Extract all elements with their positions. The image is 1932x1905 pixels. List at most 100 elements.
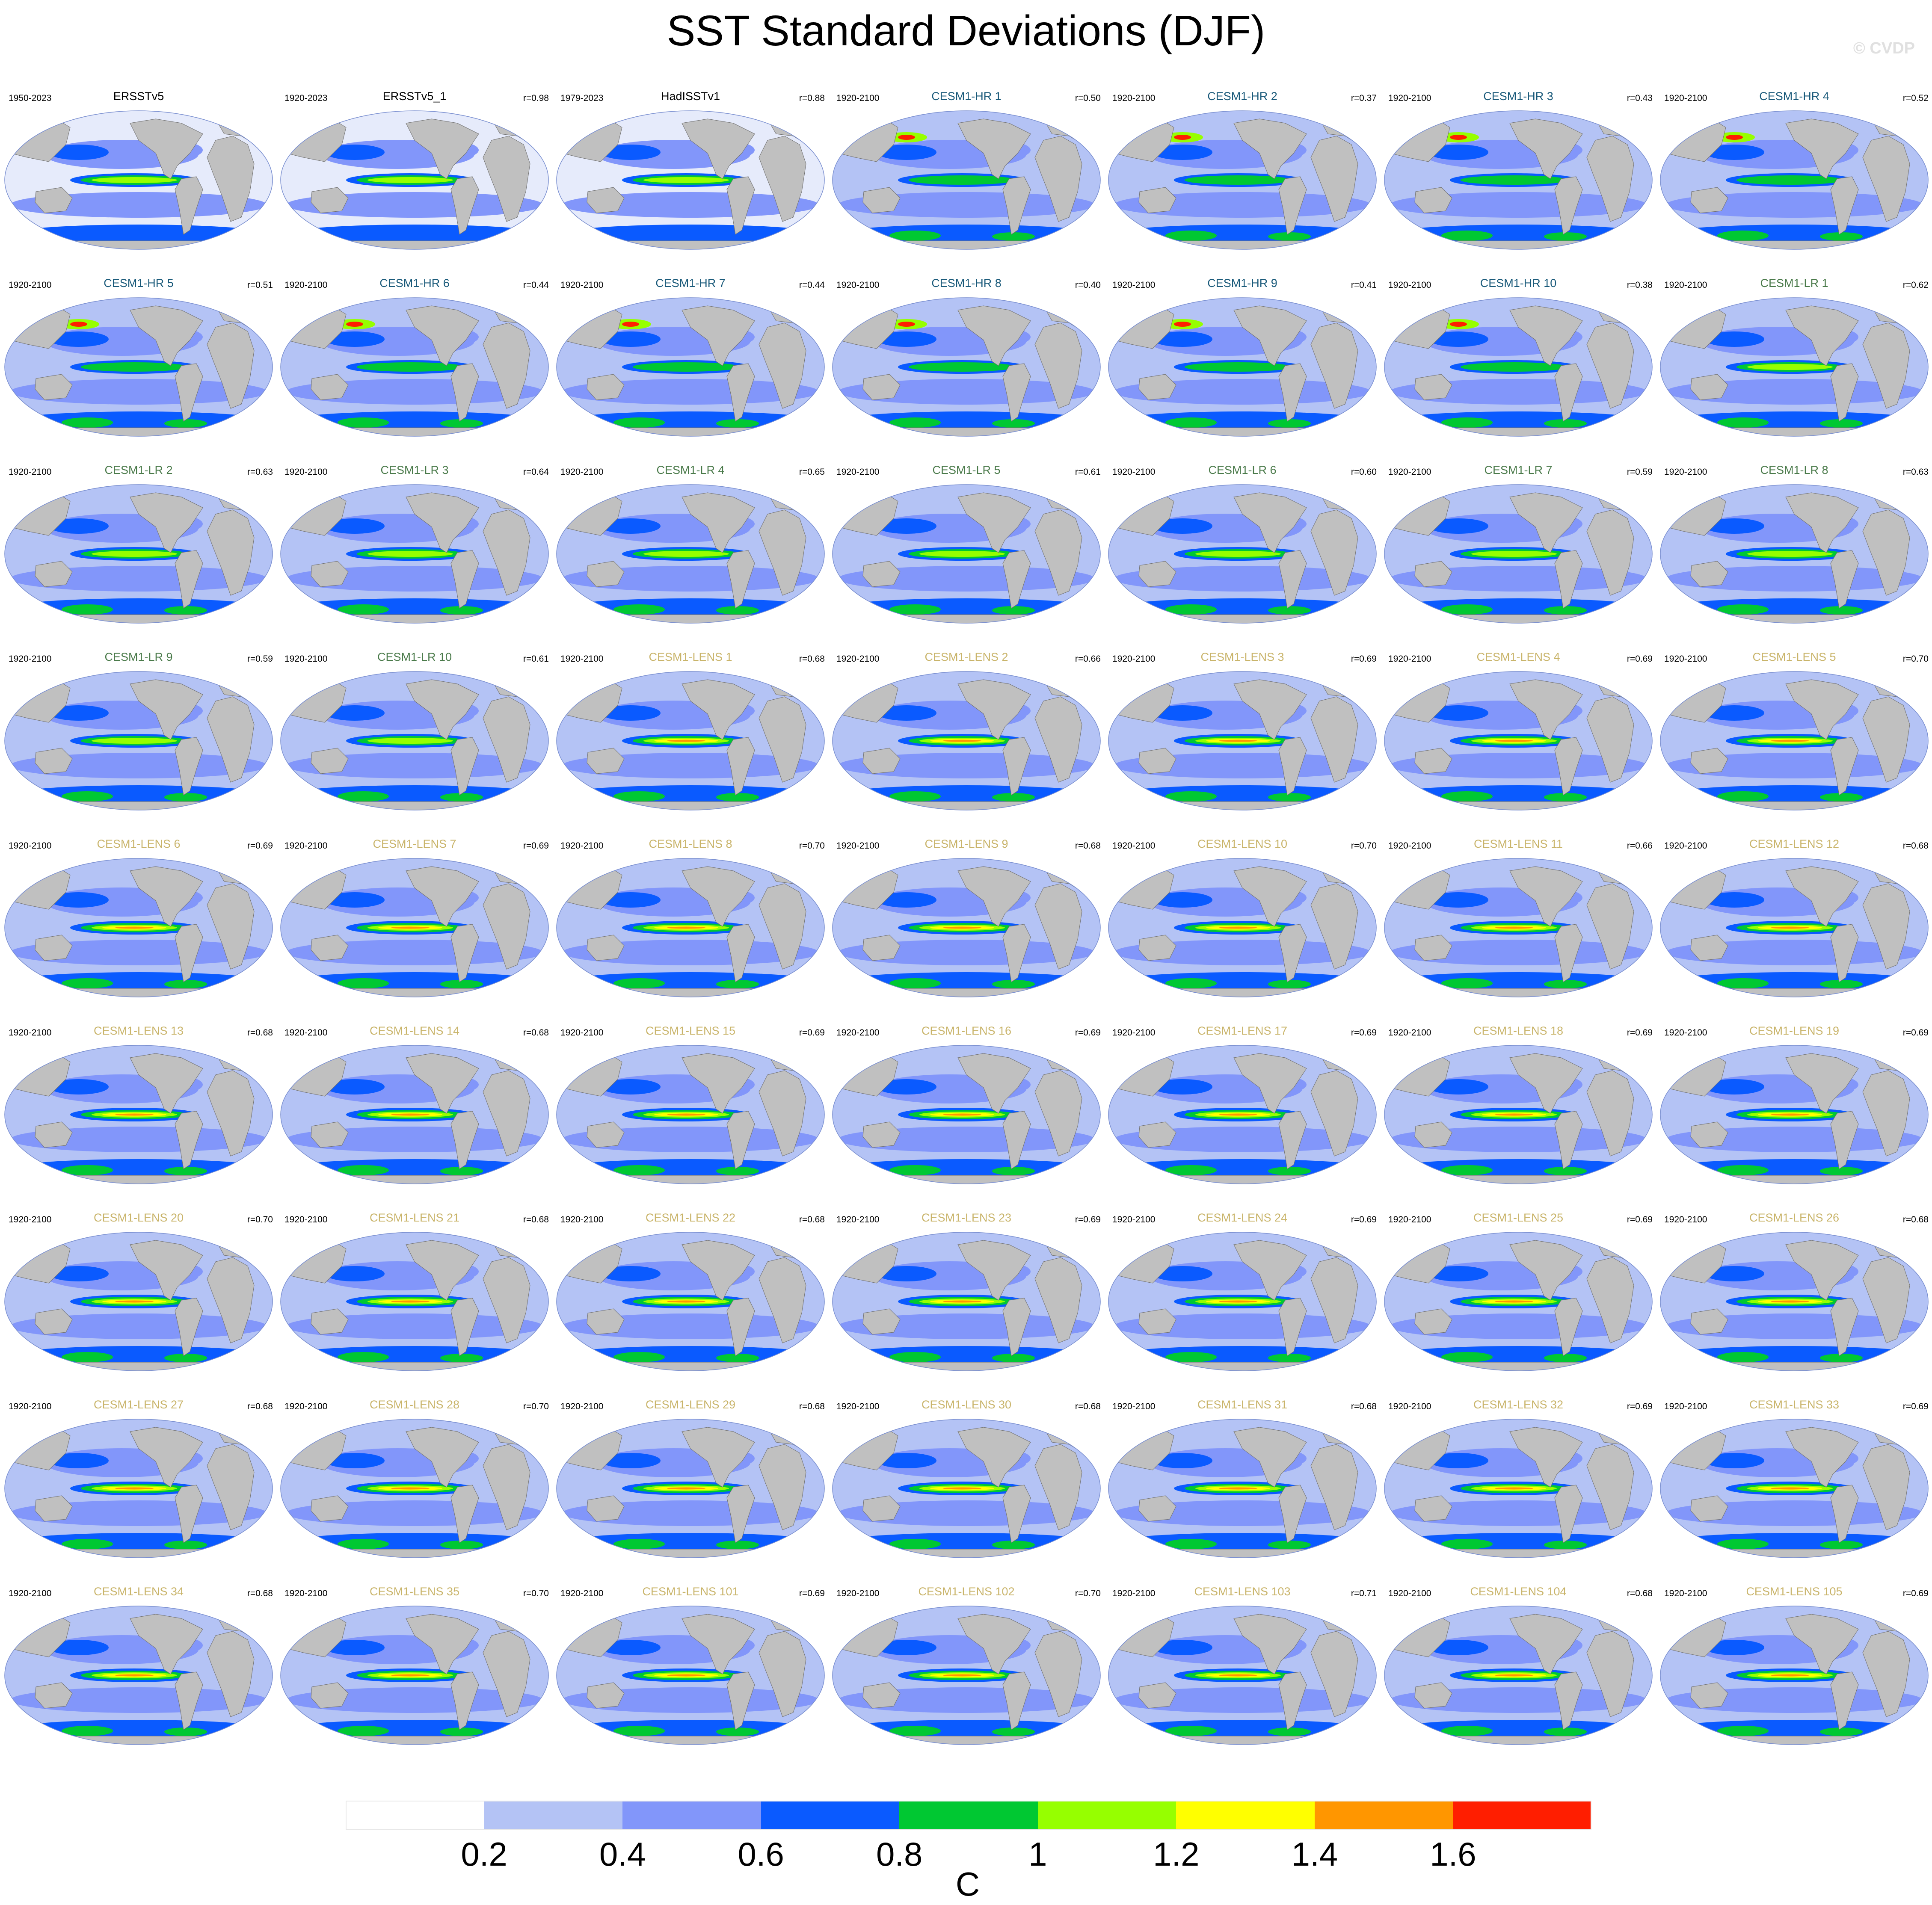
panel-years: 1920-2100 <box>560 1215 604 1225</box>
panel-years: 1920-2100 <box>1664 654 1707 664</box>
sst-std-map <box>556 1045 825 1184</box>
southern-ocean-hotspot <box>992 1728 1035 1736</box>
north-america-land <box>406 492 479 553</box>
map-outline <box>1384 1232 1653 1371</box>
enso-contour <box>357 362 464 372</box>
panel-years: 1920-2100 <box>284 1402 328 1411</box>
africa-land <box>759 1631 806 1717</box>
southern-ocean-hotspot <box>62 417 113 428</box>
map-field <box>833 298 1100 436</box>
australia-land <box>862 1682 901 1709</box>
panel-years: 1920-2100 <box>1664 1588 1707 1598</box>
southern-ocean-hotspot <box>992 1167 1035 1175</box>
panel-pattern-correlation: r=0.66 <box>1627 841 1653 851</box>
australia-land <box>1690 1682 1728 1709</box>
colorbar-tick-label: 1.6 <box>1430 1835 1476 1873</box>
map-field <box>281 111 548 249</box>
south-america-land <box>1002 363 1031 422</box>
australia-land <box>862 561 901 587</box>
panel-pattern-correlation: r=0.68 <box>1902 1215 1929 1225</box>
antarctica-land <box>1108 1736 1376 1745</box>
colorbar-tick-label: 0.8 <box>876 1835 923 1873</box>
antarctica-land <box>557 1549 824 1558</box>
southern-ocean-hotspot <box>992 1541 1035 1549</box>
kuroshio-region <box>877 1266 936 1281</box>
map-outline <box>1108 1232 1377 1371</box>
map-field <box>557 1232 824 1371</box>
southern-ocean-hotspot <box>716 1354 759 1362</box>
panel-pattern-correlation: r=0.52 <box>1902 93 1929 103</box>
sst-std-map <box>1660 671 1929 811</box>
sst-std-map <box>280 297 549 437</box>
panel-years: 1920-2100 <box>284 280 328 290</box>
kuroshio-region <box>49 331 109 347</box>
southern-band <box>562 1313 819 1339</box>
kuroshio-region <box>325 331 385 347</box>
north-america-land <box>1509 1240 1583 1301</box>
southern-ocean-hotspot <box>338 1726 389 1736</box>
panel-title: CESM1-LENS 24 <box>1197 1211 1288 1224</box>
panel-years: 1920-2100 <box>284 841 328 851</box>
panel-pattern-correlation: r=0.41 <box>1351 280 1377 290</box>
panel-years: 1920-2100 <box>1388 1402 1431 1411</box>
panel-title: CESM1-LENS 15 <box>645 1024 736 1037</box>
panel-title: CESM1-LENS 19 <box>1749 1024 1840 1037</box>
southern-ocean-hotspot <box>1820 980 1863 988</box>
map-field <box>281 1232 548 1371</box>
map-outline <box>556 671 825 811</box>
south-america-land <box>726 550 755 609</box>
australia-land <box>862 935 901 961</box>
kuroshio-region <box>601 1079 661 1094</box>
sst-std-map <box>556 1232 825 1371</box>
southern-ocean-hotspot <box>1544 1541 1587 1549</box>
south-america-land <box>1278 550 1307 609</box>
map-field <box>1384 1606 1652 1745</box>
panel-years: 1920-2100 <box>836 467 880 477</box>
antarctica-land <box>557 988 824 997</box>
map-field <box>5 858 273 997</box>
southern-ocean-hotspot <box>992 1354 1035 1362</box>
panel-pattern-correlation: r=0.62 <box>1902 280 1929 290</box>
southern-band <box>286 940 543 965</box>
map-panel: 1920-2100 CESM1-LENS 104 r=0.68 <box>1381 1585 1655 1775</box>
southern-ocean-hotspot <box>889 791 941 802</box>
map-outline <box>1108 1419 1377 1558</box>
map-field <box>833 1419 1100 1558</box>
sst-std-map <box>280 1232 549 1371</box>
enso-contour <box>909 175 1016 185</box>
north-america-land <box>1233 1053 1307 1114</box>
southern-band <box>1114 566 1371 592</box>
panel-pattern-correlation: r=0.69 <box>1075 1028 1101 1038</box>
south-america-land <box>175 550 203 609</box>
panel-years: 1920-2100 <box>836 1588 880 1598</box>
map-panel: 1920-2100 CESM1-LR 9 r=0.59 <box>2 651 276 840</box>
antarctica-land <box>557 1175 824 1184</box>
australia-land <box>311 1121 349 1148</box>
australia-land <box>35 374 73 400</box>
southern-band <box>1666 1500 1923 1526</box>
southern-ocean-hotspot <box>338 1539 389 1549</box>
map-panel: 1920-2100 CESM1-LENS 20 r=0.70 <box>2 1211 276 1401</box>
kuroshio-region <box>1153 1266 1212 1281</box>
kuroshio-region <box>1153 1079 1212 1094</box>
map-field <box>1660 1045 1928 1184</box>
map-outline <box>1660 1606 1929 1745</box>
map-outline <box>556 1419 825 1558</box>
map-outline <box>4 858 273 997</box>
africa-land <box>1586 1444 1634 1530</box>
kuroshio-region <box>601 892 661 908</box>
enso-contour <box>943 1487 981 1490</box>
southern-ocean-hotspot <box>62 1165 113 1175</box>
kuroshio-region <box>1704 331 1764 347</box>
map-field <box>5 1045 273 1184</box>
map-panel: 1920-2100 CESM1-LENS 17 r=0.69 <box>1105 1024 1379 1214</box>
africa-land <box>759 1444 806 1530</box>
southern-ocean-hotspot <box>889 1352 941 1362</box>
australia-land <box>311 1495 349 1522</box>
kuroshio-region <box>877 1640 936 1655</box>
africa-land <box>759 1257 806 1343</box>
southern-ocean-hotspot <box>1820 1167 1863 1175</box>
australia-land <box>35 1121 73 1148</box>
north-america-land <box>1785 305 1859 366</box>
map-panel: 1920-2100 CESM1-LENS 22 r=0.68 <box>554 1211 827 1401</box>
